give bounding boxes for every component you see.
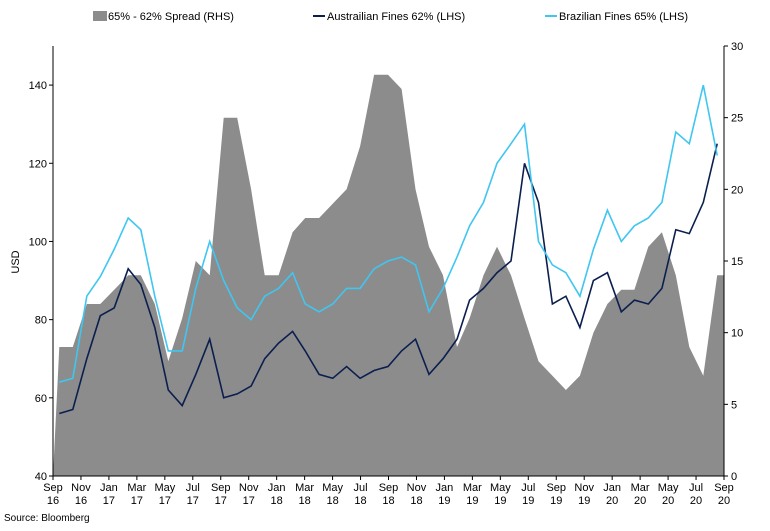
x-tick-label-month: Mar (295, 482, 314, 494)
y-left-tick-label: 80 (35, 315, 47, 327)
x-tick-label-month: Sep (546, 482, 566, 494)
y-axis-right-ticks: 0 5 10 15 20 25 30 (724, 41, 743, 483)
x-tick-label-month: May (658, 482, 679, 494)
x-tick-label-year: 20 (634, 495, 646, 507)
legend-label-brazilian: Brazilian Fines 65% (LHS) (559, 11, 688, 23)
series-spread-area (53, 74, 724, 476)
y-axis-left-label: USD (10, 250, 22, 273)
x-tick-label-month: Sep (379, 482, 399, 494)
x-tick-label-month: Sep (211, 482, 231, 494)
plot-area (53, 74, 724, 476)
x-tick-label-year: 17 (103, 495, 115, 507)
x-tick-label-month: May (154, 482, 175, 494)
y-right-tick-label: 30 (731, 41, 743, 53)
y-left-tick-label: 40 (35, 471, 47, 483)
x-tick-label-year: 17 (243, 495, 255, 507)
y-right-tick-label: 10 (731, 328, 743, 340)
x-tick-label-year: 18 (354, 495, 366, 507)
x-tick-label-year: 18 (410, 495, 422, 507)
x-tick-label-month: Jan (436, 482, 454, 494)
y-axis-left-ticks: 40 60 80 100 120 140 (29, 80, 53, 483)
x-tick-label-year: 16 (47, 495, 59, 507)
x-tick-label-year: 18 (299, 495, 311, 507)
y-left-tick-label: 60 (35, 393, 47, 405)
x-tick-label-month: Nov (239, 482, 259, 494)
x-tick-label-year: 17 (159, 495, 171, 507)
x-tick-label-month: Nov (574, 482, 594, 494)
x-tick-label-month: Jan (603, 482, 621, 494)
series-australian-line (59, 143, 718, 415)
x-tick-label-month: Mar (463, 482, 482, 494)
y-right-tick-label: 5 (731, 399, 737, 411)
x-tick-label-year: 19 (550, 495, 562, 507)
y-right-tick-label: 15 (731, 256, 743, 268)
x-tick-label-year: 18 (271, 495, 283, 507)
x-tick-label-month: Mar (631, 482, 650, 494)
x-tick-label-year: 19 (578, 495, 590, 507)
x-tick-label-year: 19 (438, 495, 450, 507)
x-tick-label-month: Jan (100, 482, 118, 494)
x-tick-label-month: Jan (268, 482, 286, 494)
legend-item-spread: 65% - 62% Spread (RHS) (93, 11, 234, 23)
x-tick-label-year: 18 (326, 495, 338, 507)
x-tick-label-month: Sep (714, 482, 734, 494)
x-tick-label-month: Sep (43, 482, 63, 494)
x-tick-label-year: 17 (215, 495, 227, 507)
legend-item-australian: Austrailian Fines 62% (LHS) (313, 11, 465, 23)
y-right-tick-label: 20 (731, 184, 743, 196)
series-brazilian-line (59, 84, 718, 383)
x-axis-ticks: Sep16Nov16Jan17Mar17May17Jul17Sep17Nov17… (43, 476, 734, 507)
x-tick-label-year: 19 (494, 495, 506, 507)
x-tick-label-month: May (322, 482, 343, 494)
legend-item-brazilian: Brazilian Fines 65% (LHS) (545, 11, 688, 23)
x-tick-label-month: Jul (186, 482, 200, 494)
x-tick-label-month: Nov (407, 482, 427, 494)
x-tick-label-month: Jul (689, 482, 703, 494)
legend-swatch-spread (93, 11, 107, 21)
x-tick-label-year: 19 (522, 495, 534, 507)
x-tick-label-year: 17 (131, 495, 143, 507)
x-tick-label-year: 20 (662, 495, 674, 507)
y-left-tick-label: 120 (29, 158, 47, 170)
x-tick-label-year: 20 (718, 495, 730, 507)
x-tick-label-month: Jul (354, 482, 368, 494)
x-tick-label-month: Jul (521, 482, 535, 494)
x-tick-label-month: May (490, 482, 511, 494)
legend-label-spread: 65% - 62% Spread (RHS) (108, 11, 234, 23)
y-right-tick-label: 0 (731, 471, 737, 483)
legend-label-australian: Austrailian Fines 62% (LHS) (327, 11, 465, 23)
y-right-tick-label: 25 (731, 113, 743, 125)
y-left-tick-label: 100 (29, 236, 47, 248)
y-left-tick-label: 140 (29, 80, 47, 92)
x-tick-label-year: 20 (606, 495, 618, 507)
x-tick-label-year: 20 (690, 495, 702, 507)
x-tick-label-month: Nov (71, 482, 91, 494)
source-note: Source: Bloomberg (4, 513, 90, 524)
x-tick-label-year: 19 (466, 495, 478, 507)
x-tick-label-month: Mar (127, 482, 146, 494)
x-tick-label-year: 18 (382, 495, 394, 507)
x-tick-label-year: 17 (187, 495, 199, 507)
legend: 65% - 62% Spread (RHS) Austrailian Fines… (93, 11, 688, 23)
x-tick-label-year: 16 (75, 495, 87, 507)
